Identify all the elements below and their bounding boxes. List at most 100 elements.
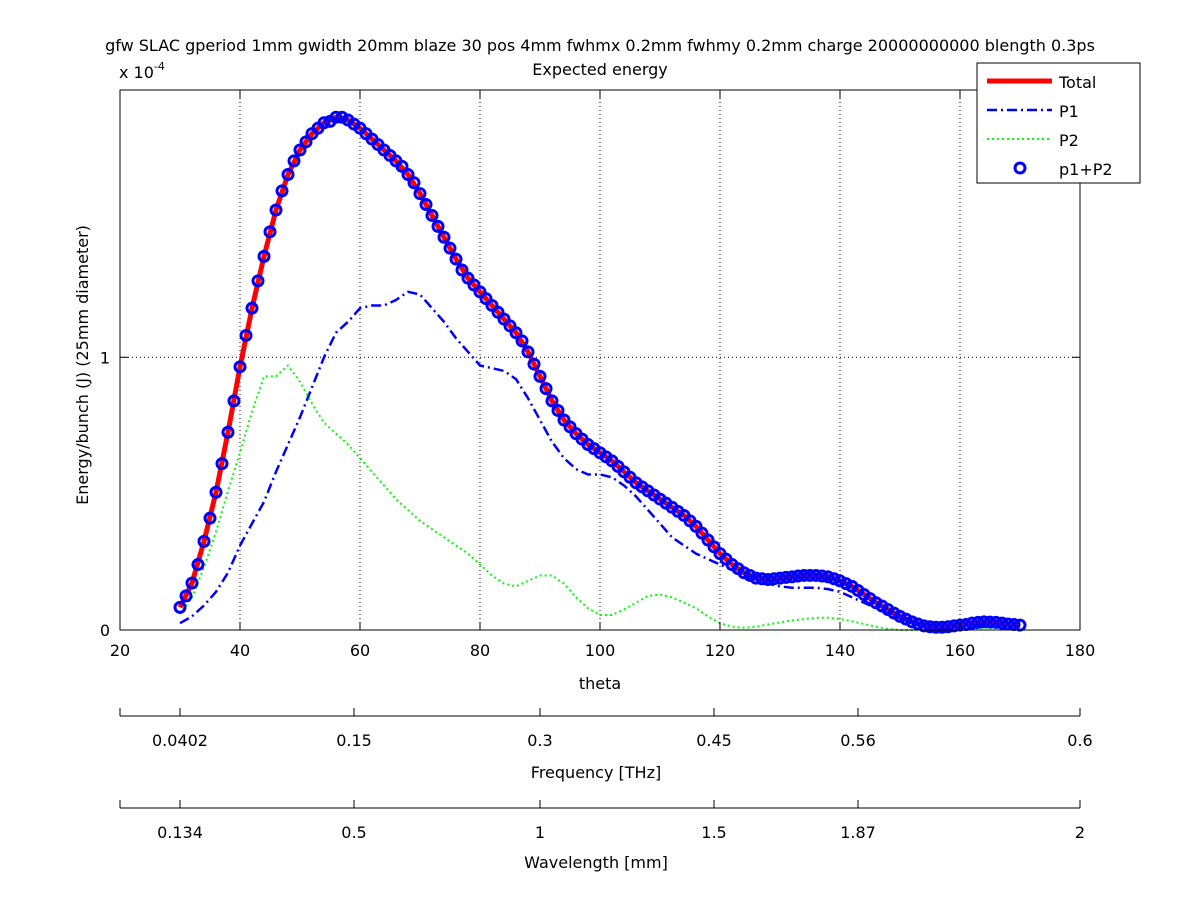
point-p1-p2 bbox=[527, 357, 541, 371]
chart-title-line1: gfw SLAC gperiod 1mm gwidth 20mm blaze 3… bbox=[105, 36, 1095, 55]
point-p1-p2 bbox=[941, 620, 955, 634]
secondary-tick-label: 1.87 bbox=[840, 823, 876, 842]
point-p1-p2 bbox=[995, 616, 1009, 630]
point-p1-p2 bbox=[413, 187, 427, 201]
y-tick-label: 1 bbox=[100, 348, 110, 367]
point-p1-p2 bbox=[821, 570, 835, 584]
point-p1-p2 bbox=[791, 569, 805, 583]
grid-layer bbox=[120, 90, 1080, 630]
secondary-tick-label: 1.5 bbox=[701, 823, 726, 842]
secondary-tick-label: 0.3 bbox=[527, 731, 552, 750]
point-p1-p2 bbox=[437, 230, 451, 244]
x-tick-label: 140 bbox=[825, 641, 856, 660]
secondary-tick-label: 0.15 bbox=[336, 731, 372, 750]
point-p1-p2 bbox=[317, 116, 331, 130]
point-p1-p2 bbox=[287, 154, 301, 168]
secondary-tick-label: 1 bbox=[535, 823, 545, 842]
y-axis-label: Energy/bunch (J) (25mm diameter) bbox=[73, 225, 92, 505]
point-p1-p2 bbox=[293, 143, 307, 157]
point-p1-p2 bbox=[749, 571, 763, 585]
point-p1-p2 bbox=[767, 572, 781, 586]
point-p1-p2 bbox=[329, 110, 343, 124]
point-p1-p2 bbox=[419, 198, 433, 212]
frequency-axis-label: Frequency [THz] bbox=[531, 763, 661, 782]
point-p1-p2 bbox=[947, 619, 961, 633]
series-layer bbox=[173, 110, 1027, 634]
point-p1-p2 bbox=[815, 569, 829, 583]
series-p1-p2 bbox=[173, 110, 1027, 634]
point-p1-p2 bbox=[755, 572, 769, 586]
point-p1-p2 bbox=[917, 619, 931, 633]
point-p1-p2 bbox=[263, 225, 277, 239]
point-p1-p2 bbox=[971, 615, 985, 629]
point-p1-p2 bbox=[275, 184, 289, 198]
point-p1-p2 bbox=[773, 571, 787, 585]
secondary-tick-label: 2 bbox=[1075, 823, 1085, 842]
x-tick-label: 160 bbox=[945, 641, 976, 660]
x-tick-label: 60 bbox=[350, 641, 370, 660]
point-p1-p2 bbox=[545, 394, 559, 408]
tick-layer: 20 40 60 80 100 120 140 160 180 0 1 bbox=[100, 90, 1095, 660]
legend-label-total: Total bbox=[1058, 73, 1096, 92]
y-multiplier-exponent: -4 bbox=[154, 60, 165, 73]
point-p1-p2 bbox=[395, 159, 409, 173]
y-multiplier: x 10-4 bbox=[119, 60, 165, 82]
point-p1-p2 bbox=[551, 403, 565, 417]
secondary-tick-label: 0.45 bbox=[696, 731, 732, 750]
point-p1-p2 bbox=[521, 345, 535, 359]
x-axis-label: theta bbox=[579, 674, 621, 693]
y-tick-label: 0 bbox=[100, 621, 110, 640]
x-tick-label: 120 bbox=[705, 641, 736, 660]
point-p1-p2 bbox=[233, 360, 247, 374]
point-p1-p2 bbox=[431, 219, 445, 233]
point-p1-p2 bbox=[983, 615, 997, 629]
secondary-tick-label: 0.56 bbox=[840, 731, 876, 750]
point-p1-p2 bbox=[173, 600, 187, 614]
point-p1-p2 bbox=[533, 369, 547, 383]
point-p1-p2 bbox=[965, 616, 979, 630]
legend-label-p2: P2 bbox=[1059, 131, 1079, 150]
point-p1-p2 bbox=[509, 326, 523, 340]
point-p1-p2 bbox=[515, 334, 529, 348]
point-p1-p2 bbox=[779, 570, 793, 584]
point-p1-p2 bbox=[539, 382, 553, 396]
legend-marker-p1p2 bbox=[1013, 161, 1027, 175]
point-p1-p2 bbox=[407, 176, 421, 190]
point-p1-p2 bbox=[257, 249, 271, 263]
wavelength-axis: Wavelength [mm] 0.134 0.5 1 1.5 1.87 2 bbox=[119, 800, 1085, 872]
point-p1-p2 bbox=[455, 263, 469, 277]
point-p1-p2 bbox=[215, 457, 229, 471]
secondary-tick-label: 0.6 bbox=[1067, 731, 1092, 750]
point-p1-p2 bbox=[935, 620, 949, 634]
chart-title-line2: Expected energy bbox=[532, 60, 667, 79]
point-p1-p2 bbox=[797, 568, 811, 582]
point-p1-p2 bbox=[179, 589, 193, 603]
point-p1-p2 bbox=[989, 615, 1003, 629]
legend: Total P1 P2 p1+P2 bbox=[976, 62, 1141, 184]
point-p1-p2 bbox=[203, 511, 217, 525]
point-p1-p2 bbox=[281, 168, 295, 182]
point-p1-p2 bbox=[443, 241, 457, 255]
y-multiplier-base: x 10 bbox=[119, 63, 154, 82]
point-p1-p2 bbox=[905, 615, 919, 629]
point-p1-p2 bbox=[401, 168, 415, 182]
point-p1-p2 bbox=[1001, 617, 1015, 631]
point-p1-p2 bbox=[785, 570, 799, 584]
wavelength-axis-label: Wavelength [mm] bbox=[524, 853, 668, 872]
x-tick-label: 100 bbox=[585, 641, 616, 660]
point-p1-p2 bbox=[227, 394, 241, 408]
x-tick-label: 80 bbox=[470, 641, 490, 660]
legend-label-p1p2: p1+P2 bbox=[1059, 160, 1113, 179]
point-p1-p2 bbox=[809, 568, 823, 582]
point-p1-p2 bbox=[191, 558, 205, 572]
point-p1-p2 bbox=[929, 620, 943, 634]
point-p1-p2 bbox=[251, 274, 265, 288]
point-p1-p2 bbox=[185, 576, 199, 590]
point-p1-p2 bbox=[923, 620, 937, 634]
x-tick-label: 40 bbox=[230, 641, 250, 660]
secondary-tick-label: 0.5 bbox=[341, 823, 366, 842]
point-p1-p2 bbox=[197, 534, 211, 548]
point-p1-p2 bbox=[911, 617, 925, 631]
point-p1-p2 bbox=[221, 425, 235, 439]
